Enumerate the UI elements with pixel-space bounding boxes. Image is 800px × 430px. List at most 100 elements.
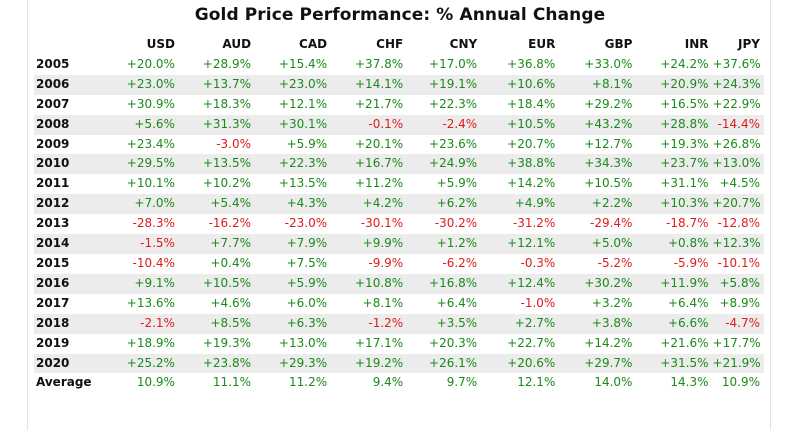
- value-cell: -31.2%: [512, 216, 556, 231]
- column-header: GBP: [604, 37, 633, 51]
- value-cell: +9.9%: [362, 236, 404, 251]
- average-value-cell: 12.1%: [481, 373, 560, 394]
- value-cell: +10.5%: [584, 176, 633, 191]
- value-cell: +13.6%: [126, 295, 175, 310]
- value-cell: +19.3%: [202, 335, 252, 350]
- value-cell: +23.8%: [202, 355, 252, 370]
- value-cell: +4.3%: [286, 196, 328, 211]
- value-cell: +22.3%: [429, 96, 478, 111]
- value-cell: -0.3%: [520, 255, 556, 270]
- value-cell: -2.4%: [442, 116, 478, 131]
- value-cell: +14.2%: [507, 176, 556, 191]
- value-cell: +30.9%: [126, 96, 175, 111]
- header-row: USD AUD CAD CHF CNY EUR GBP INR JPY: [34, 35, 764, 55]
- year-label: 2007: [36, 96, 70, 111]
- value-cell: +23.0%: [126, 76, 175, 91]
- value-cell: +5.9%: [286, 275, 328, 290]
- average-row: Average 10.9% 11.1% 11.2% 9.4% 9.7% 12.1% 14.0%…: [34, 373, 764, 394]
- value-cell: -1.5%: [140, 236, 175, 251]
- value-cell: -29.4%: [590, 216, 633, 231]
- year-label: 2005: [36, 56, 70, 71]
- average-value-cell: 9.4%: [331, 373, 408, 394]
- value-cell: +12.3%: [712, 236, 761, 251]
- corner-cell: [34, 35, 94, 55]
- value-cell: +7.7%: [210, 236, 252, 251]
- table-row: 2013 -28.3% -16.2% -23.0% -30.1% -30.2% -31.2%…: [34, 214, 764, 234]
- chart-title: Gold Price Performance: % Annual Change: [194, 5, 606, 25]
- table-row: 2011 +10.1% +10.2% +13.5% +11.2% +5.9% +14.2% +…: [34, 174, 764, 194]
- table-row: 2020 +25.2% +23.8% +29.3% +19.2% +26.1% +20.6%…: [34, 353, 764, 374]
- value-cell: +7.9%: [286, 236, 328, 251]
- value-cell: +29.5%: [126, 156, 175, 171]
- value-cell: -10.4%: [132, 255, 175, 270]
- value-cell: -0.1%: [368, 116, 404, 131]
- value-cell: +7.5%: [286, 255, 328, 270]
- value-cell: +31.1%: [660, 176, 709, 191]
- year-label: 2014: [36, 236, 70, 251]
- table-row: 2017 +13.6% +4.6% +6.0% +8.1% +6.4% -1.0% +3.2%…: [34, 294, 764, 314]
- value-cell: +23.4%: [126, 136, 175, 151]
- value-cell: +23.6%: [429, 136, 478, 151]
- value-cell: +3.2%: [591, 295, 633, 310]
- value-cell: +10.3%: [660, 196, 709, 211]
- value-cell: +33.0%: [584, 56, 633, 71]
- value-cell: +17.7%: [712, 335, 761, 350]
- value-cell: +13.7%: [202, 76, 252, 91]
- value-cell: +24.9%: [429, 156, 478, 171]
- year-label: 2009: [36, 136, 70, 151]
- value-cell: +20.7%: [712, 196, 761, 211]
- value-cell: -18.7%: [666, 216, 709, 231]
- average-value-cell: 14.0%: [559, 373, 637, 394]
- table-row: 2005 +20.0% +28.9% +15.4% +37.8% +17.0% +36.8%…: [34, 55, 764, 75]
- value-cell: +30.2%: [584, 275, 633, 290]
- value-cell: +29.3%: [278, 355, 328, 370]
- value-cell: -3.0%: [216, 136, 252, 151]
- table-row: 2012 +7.0% +5.4% +4.3% +4.2% +6.2% +4.9% +2.2% +…: [34, 194, 764, 215]
- value-cell: +4.2%: [362, 196, 404, 211]
- value-cell: -28.3%: [132, 216, 175, 231]
- average-value-cell: 11.2%: [255, 373, 332, 394]
- value-cell: -10.1%: [717, 255, 760, 270]
- value-cell: +6.2%: [436, 196, 478, 211]
- year-label: 2006: [36, 76, 70, 91]
- value-cell: +16.5%: [660, 96, 709, 111]
- year-label: 2010: [36, 156, 70, 171]
- year-label: 2017: [36, 295, 70, 310]
- table-row: 2019 +18.9% +19.3% +13.0% +17.1% +20.3% +22.7%…: [34, 334, 764, 354]
- value-cell: +10.1%: [126, 176, 175, 191]
- column-header: INR: [684, 37, 709, 51]
- value-cell: +14.1%: [355, 76, 404, 91]
- year-label: 2019: [36, 335, 70, 350]
- value-cell: -5.9%: [673, 255, 709, 270]
- table-body: 2005 +20.0% +28.9% +15.4% +37.8% +17.0% +36.8%…: [34, 55, 764, 394]
- value-cell: +13.0%: [712, 156, 761, 171]
- value-cell: +37.8%: [355, 56, 404, 71]
- value-cell: +10.2%: [202, 176, 252, 191]
- value-cell: +0.8%: [667, 236, 709, 251]
- value-cell: +29.2%: [584, 96, 633, 111]
- value-cell: +21.7%: [355, 96, 404, 111]
- value-cell: +31.3%: [202, 116, 252, 131]
- value-cell: -6.2%: [442, 255, 478, 270]
- value-cell: +16.7%: [355, 156, 404, 171]
- value-cell: -14.4%: [717, 116, 760, 131]
- value-cell: +6.4%: [436, 295, 478, 310]
- column-header: CAD: [299, 37, 328, 51]
- value-cell: +6.6%: [667, 315, 709, 330]
- value-cell: -1.2%: [368, 315, 404, 330]
- year-label: 2016: [36, 275, 70, 290]
- value-cell: +28.8%: [660, 116, 709, 131]
- table-row: 2014 -1.5% +7.7% +7.9% +9.9% +1.2% +12.1% +5.0%…: [34, 234, 764, 254]
- value-cell: +18.3%: [202, 96, 252, 111]
- value-cell: +8.9%: [719, 295, 760, 310]
- value-cell: +7.0%: [134, 196, 175, 211]
- value-cell: +20.1%: [355, 136, 404, 151]
- column-header: CNY: [449, 37, 478, 51]
- value-cell: +43.2%: [584, 116, 633, 131]
- value-cell: +10.8%: [355, 275, 404, 290]
- value-cell: +4.5%: [719, 176, 760, 191]
- average-value-cell: 14.3%: [636, 373, 713, 394]
- value-cell: +24.2%: [660, 56, 709, 71]
- year-label: 2013: [36, 216, 70, 231]
- value-cell: +29.7%: [584, 355, 633, 370]
